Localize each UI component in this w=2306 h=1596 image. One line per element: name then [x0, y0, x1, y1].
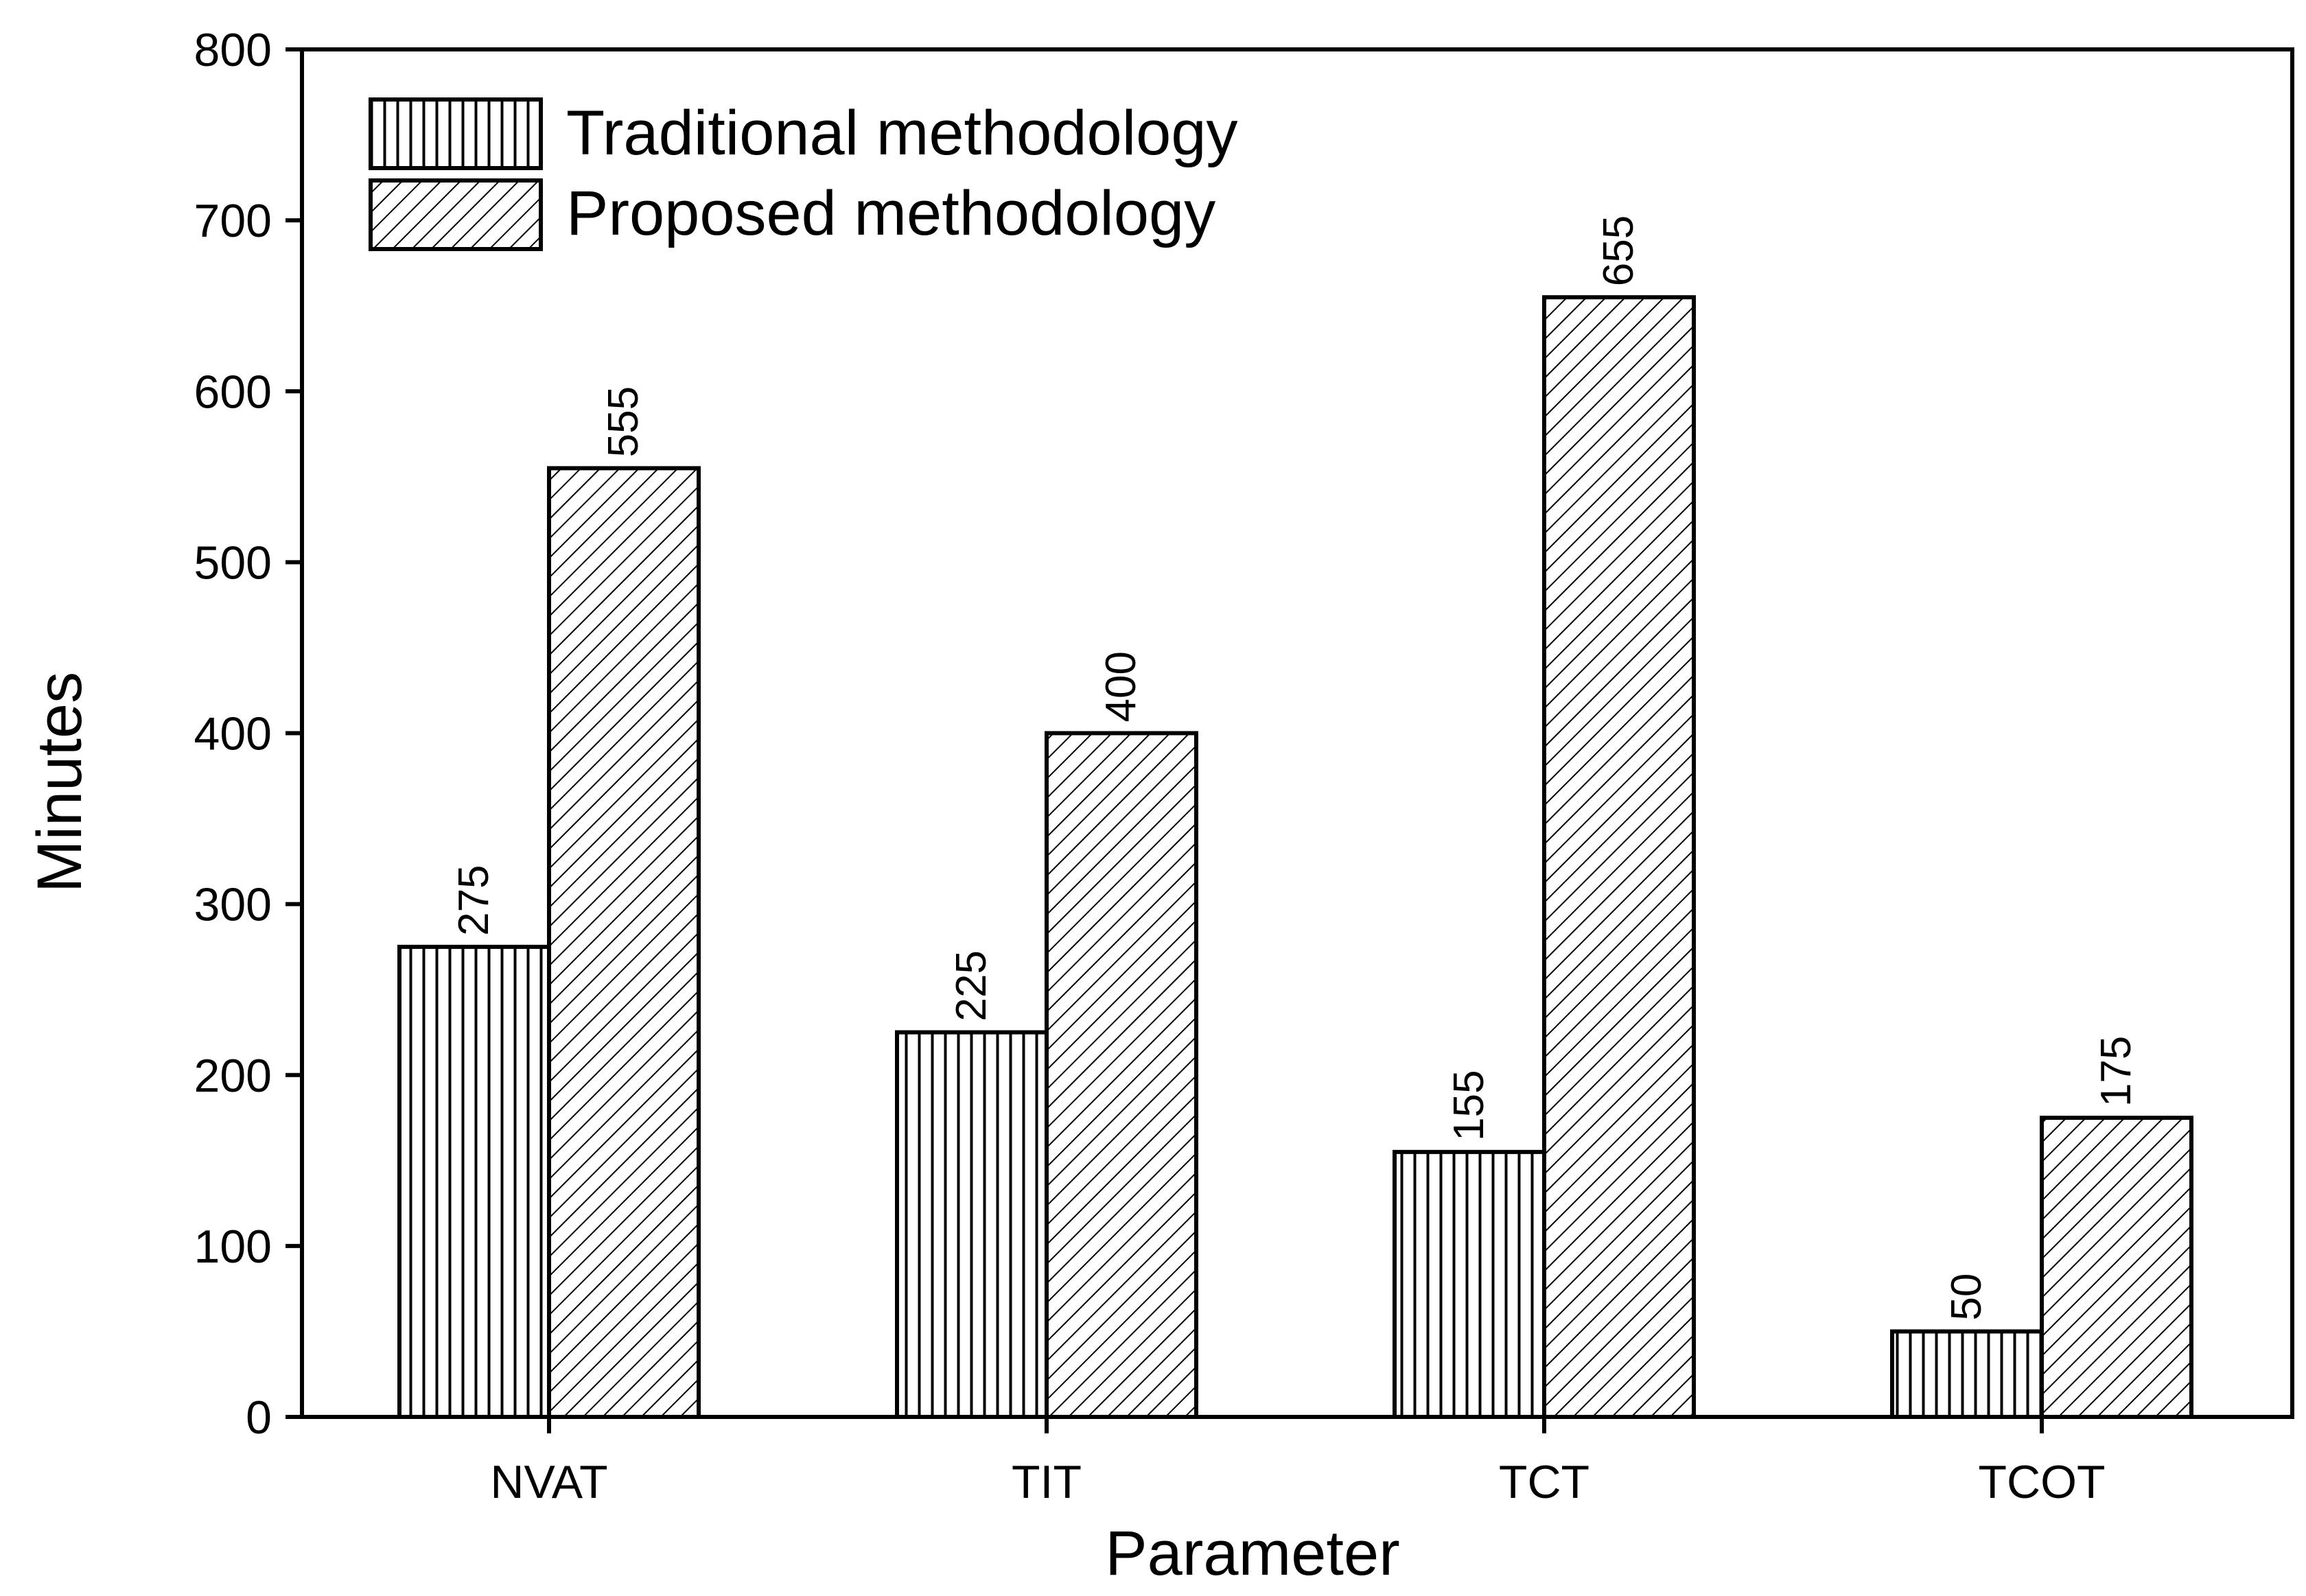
- data-label-proposed-methodology-tit: 400: [1097, 651, 1145, 722]
- x-tick-label-tit: TIT: [1012, 1456, 1082, 1508]
- legend-label-proposed: Proposed methodology: [566, 178, 1215, 248]
- data-label-traditional-methodology-nvat: 275: [450, 865, 498, 935]
- x-tick-label-nvat: NVAT: [490, 1456, 607, 1508]
- x-axis-title: Parameter: [1105, 1518, 1400, 1588]
- y-tick-label: 200: [194, 1050, 272, 1102]
- x-tick-label-tcot: TCOT: [1978, 1456, 2105, 1508]
- y-tick-label: 800: [194, 24, 272, 76]
- y-tick-label: 400: [194, 708, 272, 760]
- y-tick-label: 0: [246, 1392, 272, 1444]
- y-axis: 0 100 200 300 400 500 600 700 800: [194, 24, 302, 1444]
- legend-label-traditional: Traditional methodology: [566, 98, 1238, 168]
- data-label-proposed-methodology-tcot: 175: [2093, 1036, 2140, 1107]
- bar-proposed-methodology-nvat: [547, 466, 701, 1420]
- x-axis: NVAT TIT TCT TCOT: [490, 1417, 2106, 1508]
- data-label-traditional-methodology-tit: 225: [948, 950, 995, 1021]
- y-tick-label: 700: [194, 195, 272, 247]
- legend-swatch-traditional: [369, 97, 543, 170]
- y-tick-label: 600: [194, 366, 272, 418]
- bar-traditional-methodology-tit: [895, 1030, 1049, 1419]
- bar-proposed-methodology-tit: [1045, 731, 1198, 1419]
- y-tick-label: 500: [194, 537, 272, 589]
- data-labels-layer: 275 555 225 400 155 655 50 175: [450, 215, 2140, 1321]
- bar-traditional-methodology-nvat: [397, 944, 551, 1419]
- bar-proposed-methodology-tct: [1542, 295, 1696, 1420]
- bars-layer: [397, 295, 2193, 1420]
- y-tick-label: 300: [194, 879, 272, 931]
- data-label-traditional-methodology-tcot: 50: [1943, 1273, 1990, 1320]
- bar-traditional-methodology-tct: [1393, 1149, 1546, 1419]
- data-label-proposed-methodology-tct: 655: [1595, 215, 1642, 286]
- x-tick-label-tct: TCT: [1499, 1456, 1589, 1508]
- bar-traditional-methodology-tcot: [1890, 1329, 2044, 1419]
- y-tick-label: 100: [194, 1221, 272, 1273]
- bar-proposed-methodology-tcot: [2040, 1116, 2193, 1419]
- data-label-traditional-methodology-tct: 155: [1445, 1070, 1493, 1140]
- legend-swatch-proposed: [369, 178, 543, 251]
- legend: Traditional methodology Proposed methodo…: [369, 97, 1238, 251]
- y-axis-title: Minutes: [25, 672, 95, 893]
- data-label-proposed-methodology-nvat: 555: [600, 386, 647, 457]
